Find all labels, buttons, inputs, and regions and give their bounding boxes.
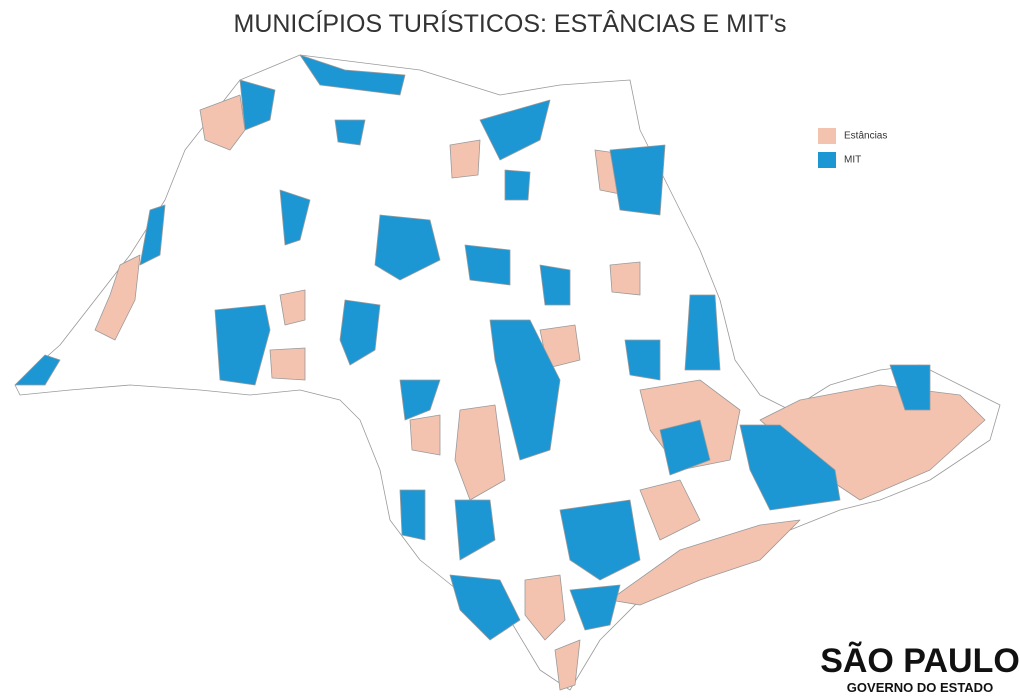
region [465, 245, 510, 285]
region [450, 140, 480, 178]
region [505, 170, 530, 200]
logo-subtitle: GOVERNO DO ESTADO [847, 680, 993, 695]
state-map [15, 55, 1000, 690]
region [410, 415, 440, 455]
region [610, 262, 640, 295]
legend-label: MIT [844, 155, 861, 166]
region [400, 490, 425, 540]
region [540, 265, 570, 305]
legend-swatch [818, 152, 836, 168]
region [625, 340, 660, 380]
legend-label: Estâncias [844, 131, 887, 142]
region [685, 295, 720, 370]
legend: Estâncias MIT [818, 128, 887, 168]
logo: SÃO PAULO GOVERNO DO ESTADO [820, 642, 1020, 695]
map-title: MUNICÍPIOS TURÍSTICOS: ESTÂNCIAS E MIT's [234, 9, 787, 38]
region [335, 120, 365, 145]
region [270, 348, 305, 380]
logo-name: SÃO PAULO [820, 642, 1020, 680]
page: MUNICÍPIOS TURÍSTICOS: ESTÂNCIAS E MIT's [0, 0, 1020, 698]
region [280, 290, 305, 325]
legend-swatch [818, 128, 836, 144]
